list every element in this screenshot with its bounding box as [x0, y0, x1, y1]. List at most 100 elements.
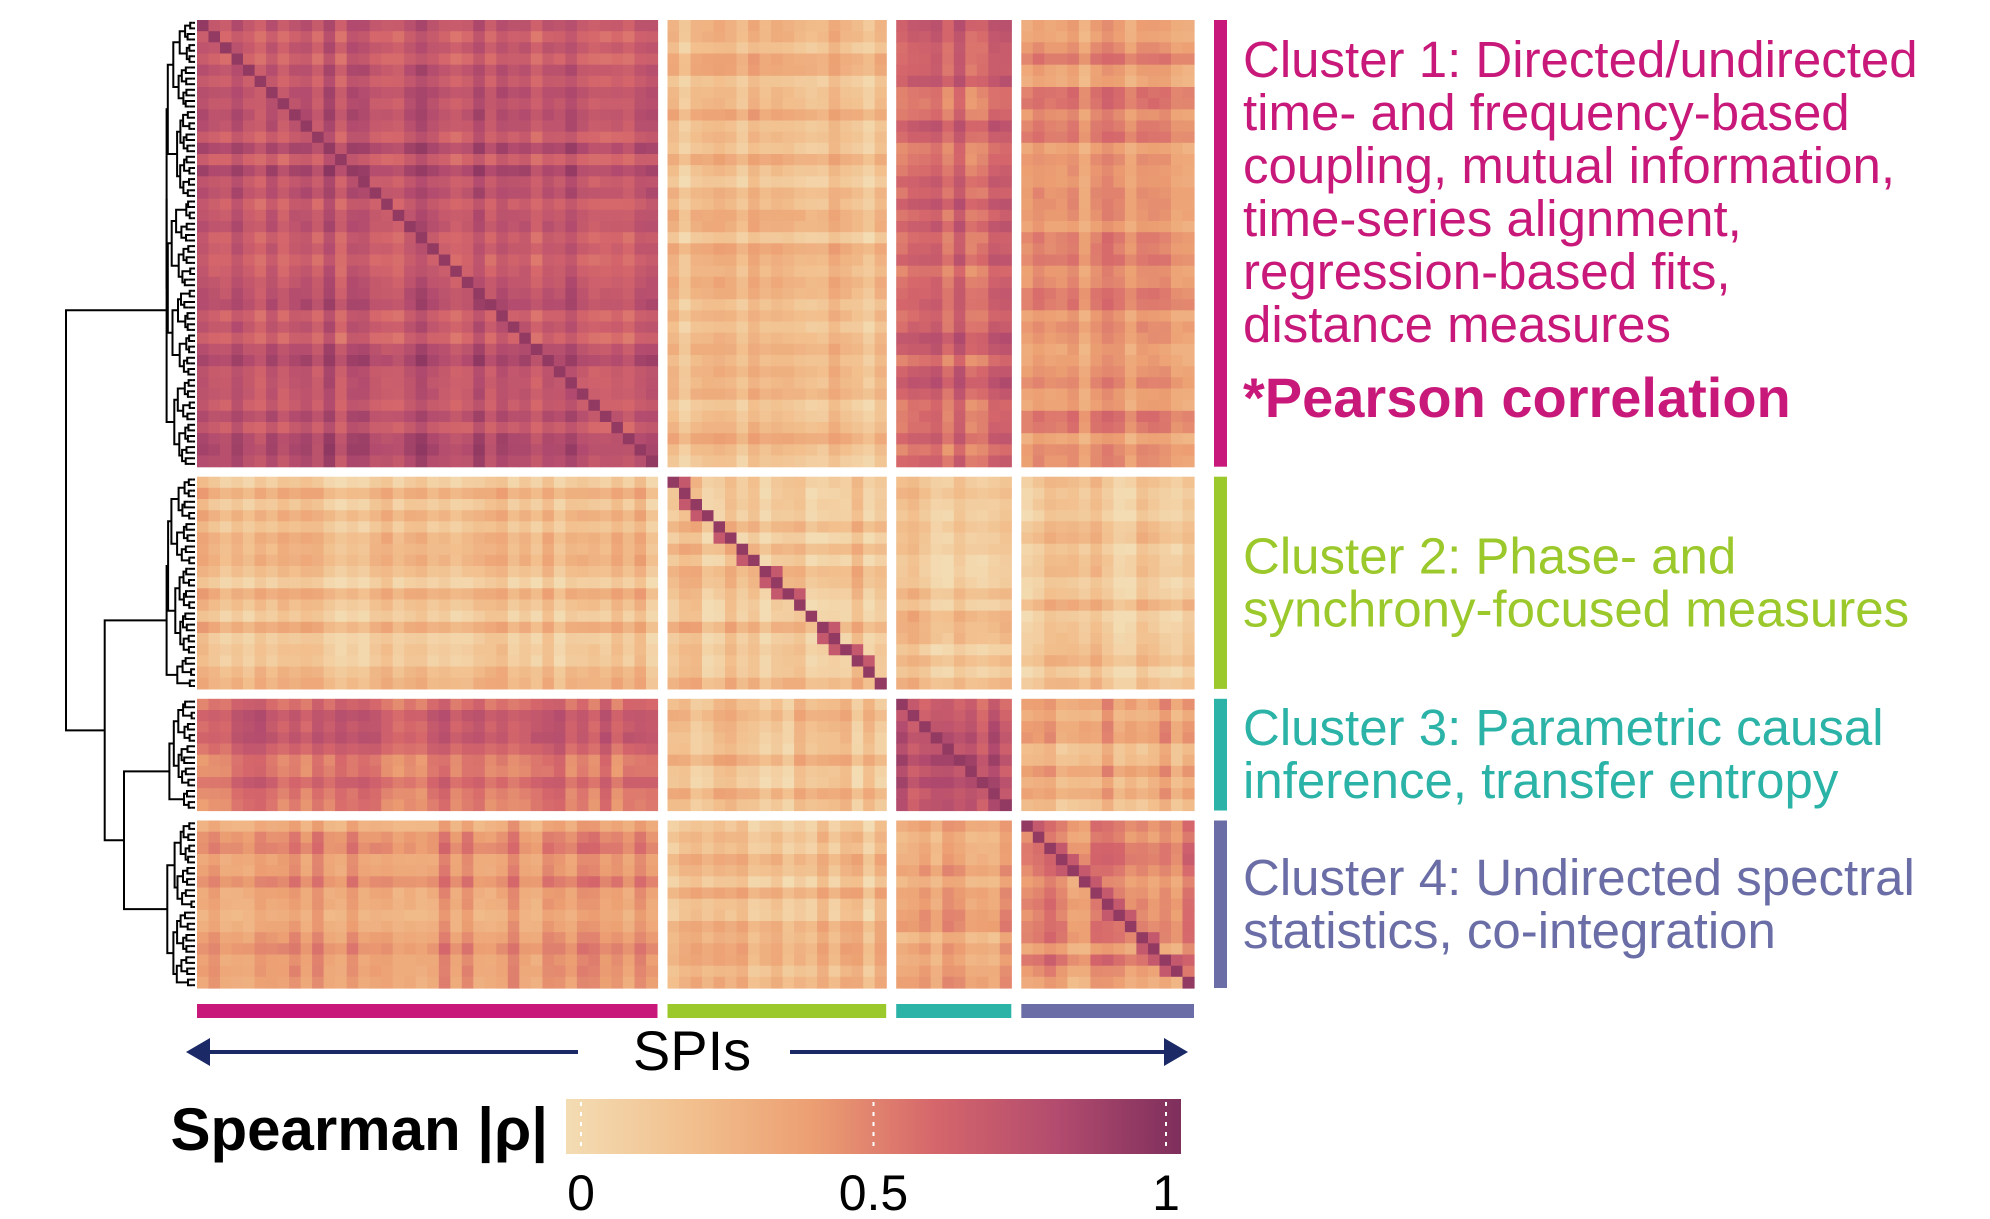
heatmap-cell [725, 221, 738, 233]
heatmap-cell [312, 610, 325, 623]
heatmap-cell [1032, 377, 1045, 390]
heatmap-cell [919, 543, 932, 556]
heatmap-cell [679, 422, 692, 434]
heatmap-cell [611, 142, 624, 155]
heatmap-cell [1182, 221, 1195, 233]
heatmap-cell [851, 75, 864, 88]
heatmap-cell [702, 455, 715, 468]
heatmap-cell [1136, 165, 1149, 177]
heatmap-cell [702, 599, 715, 612]
heatmap-cell [611, 87, 624, 99]
heatmap-cell [1055, 377, 1068, 390]
heatmap-cell [530, 655, 543, 668]
heatmap-cell [690, 64, 703, 77]
heatmap-cell [231, 476, 244, 489]
heatmap-cell [404, 142, 417, 155]
heatmap-cell [1090, 187, 1103, 200]
heatmap-cell [369, 31, 382, 43]
heatmap-cell [427, 265, 440, 278]
heatmap-cell [1113, 388, 1126, 401]
heatmap-cell [323, 410, 336, 423]
heatmap-cell [381, 142, 394, 155]
heatmap-cell [782, 532, 795, 545]
heatmap-cell [1159, 366, 1172, 378]
heatmap-cell [323, 265, 336, 278]
heatmap-cell [646, 299, 659, 311]
heatmap-cell [930, 644, 943, 656]
heatmap-cell [496, 53, 509, 66]
heatmap-cell [667, 53, 680, 66]
heatmap-cell [976, 532, 989, 545]
heatmap-cell [312, 410, 325, 423]
heatmap-cell [312, 288, 325, 300]
heatmap-cell [817, 510, 830, 522]
heatmap-cell [953, 377, 966, 390]
heatmap-cell [381, 254, 394, 267]
heatmap-cell [874, 109, 887, 122]
heatmap-cell [930, 64, 943, 77]
heatmap-cell [1101, 109, 1114, 122]
heatmap-cell [277, 633, 290, 645]
heatmap-cell [358, 521, 371, 534]
heatmap-cell [863, 366, 876, 378]
heatmap-cell [690, 87, 703, 99]
heatmap-cell [599, 98, 612, 110]
heatmap-cell [427, 299, 440, 311]
heatmap-cell [507, 588, 520, 601]
heatmap-cell [599, 321, 612, 334]
heatmap-cell [197, 476, 210, 489]
heatmap-cell [976, 444, 989, 457]
heatmap-cell [1032, 187, 1045, 200]
heatmap-cell [335, 288, 348, 300]
heatmap-cell [679, 98, 692, 110]
heatmap-cell [679, 355, 692, 367]
heatmap-cell [1113, 265, 1126, 278]
heatmap-cell [1182, 265, 1195, 278]
heatmap-cell [1101, 165, 1114, 177]
heatmap-cell [1159, 455, 1172, 468]
heatmap-cell [519, 109, 532, 122]
heatmap-cell [208, 64, 221, 77]
heatmap-cell [863, 209, 876, 222]
heatmap-cell [851, 109, 864, 122]
heatmap-cell [243, 633, 256, 645]
heatmap-cell [953, 276, 966, 289]
heatmap-cell [358, 510, 371, 522]
heatmap-cell [713, 165, 726, 177]
heatmap-cell [565, 221, 578, 233]
heatmap-cell [220, 187, 233, 200]
heatmap-cell [828, 165, 841, 177]
heatmap-cell [942, 321, 955, 334]
heatmap-cell [243, 455, 256, 468]
heatmap-cell [530, 666, 543, 679]
heatmap-cell [1067, 243, 1080, 256]
heatmap-cell [1113, 31, 1126, 43]
heatmap-cell [919, 499, 932, 511]
heatmap-cell [1090, 87, 1103, 99]
heatmap-cell [976, 176, 989, 189]
heatmap-cell [736, 566, 749, 578]
heatmap-cell [965, 444, 978, 457]
heatmap-cell [634, 276, 647, 289]
heatmap-cell [231, 399, 244, 412]
heatmap-cell [748, 422, 761, 434]
heatmap-cell [748, 131, 761, 144]
heatmap-cell [289, 131, 302, 144]
heatmap-cell [965, 399, 978, 412]
heatmap-cell [312, 388, 325, 401]
heatmap-cell [461, 444, 474, 457]
dendrogram-branch [183, 301, 189, 309]
heatmap-cell [565, 499, 578, 511]
heatmap-cell [461, 366, 474, 378]
heatmap-cell [805, 343, 818, 356]
heatmap-cell [289, 355, 302, 367]
heatmap-cell [851, 187, 864, 200]
heatmap-cell [1124, 343, 1137, 356]
heatmap-cell [1171, 377, 1184, 390]
heatmap-cell [1078, 388, 1091, 401]
heatmap-cell [358, 98, 371, 110]
heatmap-cell [289, 388, 302, 401]
heatmap-cell [759, 433, 772, 445]
heatmap-cell [277, 677, 290, 690]
heatmap-cell [646, 422, 659, 434]
